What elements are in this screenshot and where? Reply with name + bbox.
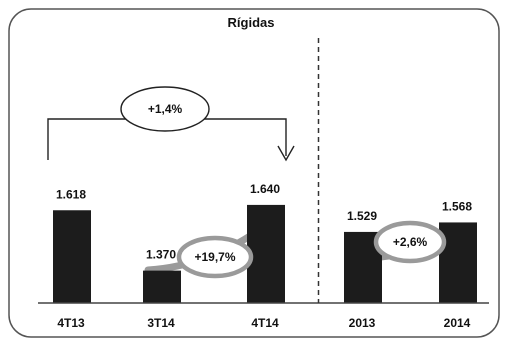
bar-2014: [439, 222, 477, 303]
annotation-label-0: +1,4%: [148, 102, 183, 116]
value-label-4T14: 1.640: [250, 182, 280, 196]
bracket-arrow-head: [277, 145, 295, 162]
annotation-label-2: +2,6%: [393, 235, 428, 249]
value-label-2013: 1.529: [347, 209, 377, 223]
value-label-4T13: 1.618: [56, 187, 86, 201]
annotation-label-1: +19,7%: [194, 250, 235, 264]
category-label-2014: 2014: [444, 316, 471, 330]
category-label-4T13: 4T13: [57, 316, 85, 330]
growth-oval-2: [373, 220, 447, 264]
value-label-2014: 1.568: [442, 199, 472, 213]
bar-3T14: [143, 270, 181, 303]
bar-4T14: [247, 204, 285, 303]
value-label-3T14: 1.370: [146, 248, 176, 262]
category-label-3T14: 3T14: [147, 316, 175, 330]
chart-title: Rígidas: [228, 15, 275, 30]
growth-oval-1: [176, 235, 254, 279]
bracket-oval: [120, 86, 210, 132]
bar-4T13: [53, 210, 91, 303]
category-label-4T14: 4T14: [251, 316, 279, 330]
category-label-2013: 2013: [349, 316, 376, 330]
